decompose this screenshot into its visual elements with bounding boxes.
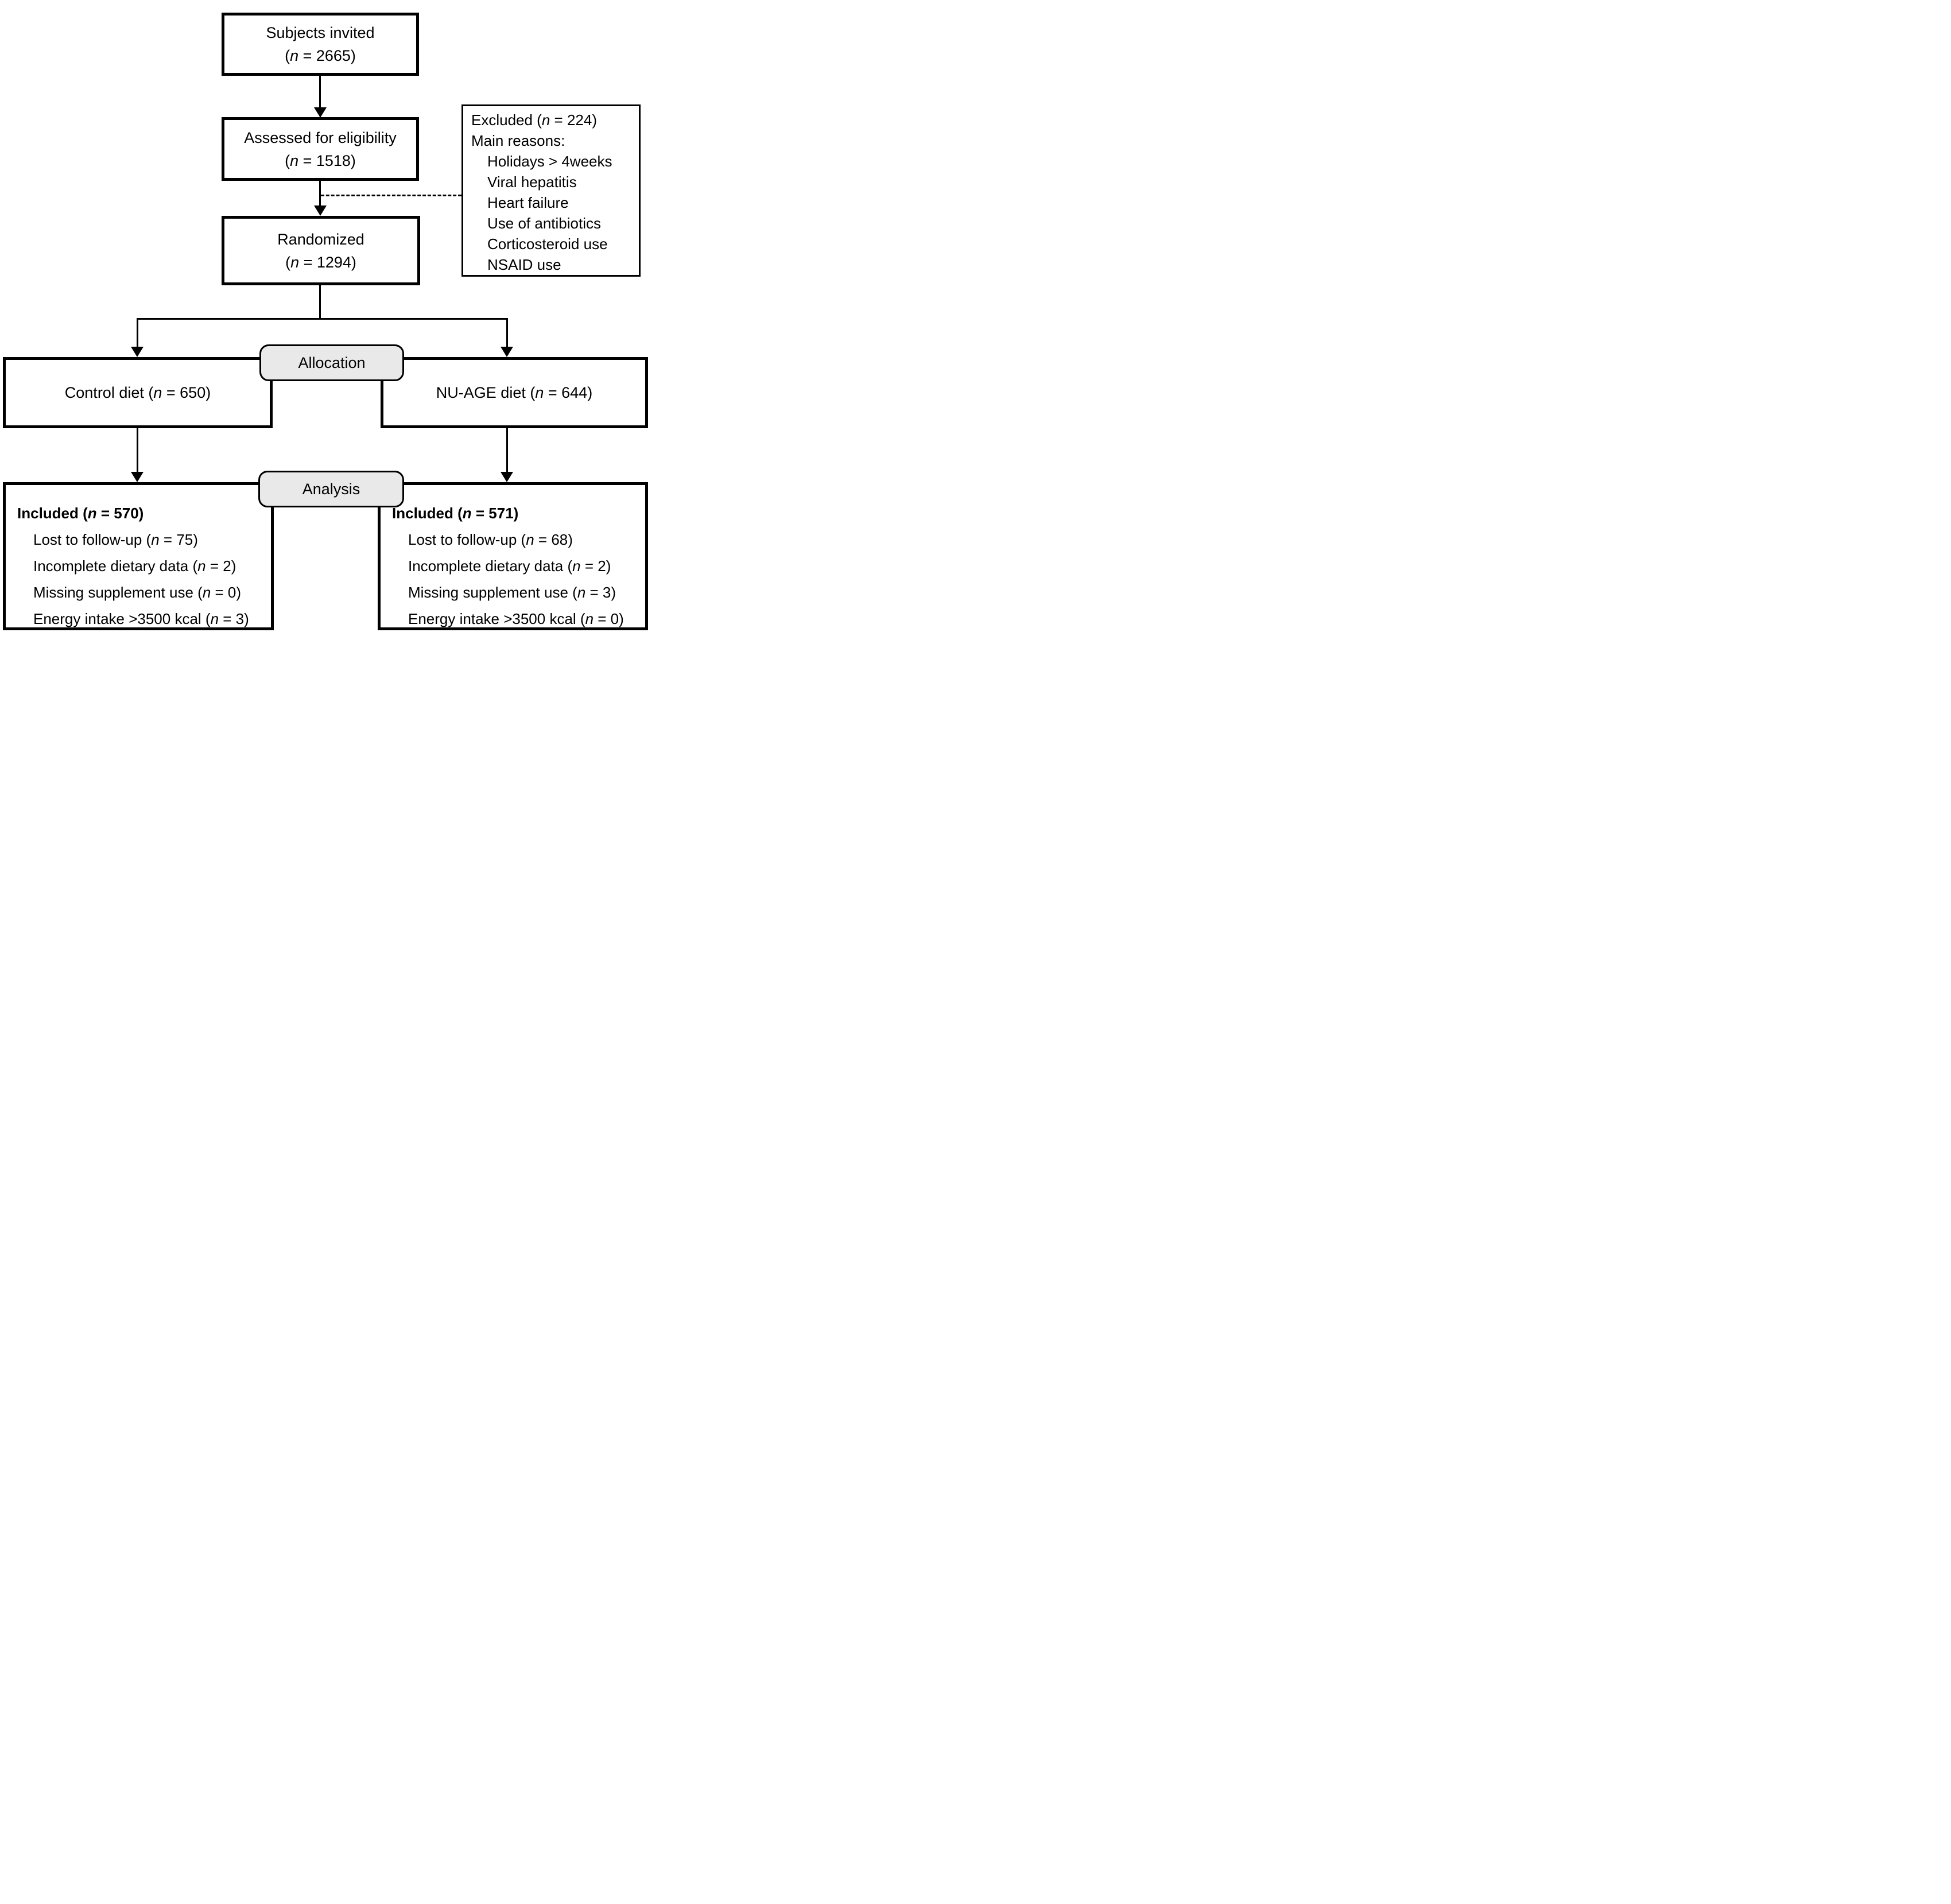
connector-nuage-analysis — [506, 428, 508, 473]
randomized-box: Randomized (n = 1294) — [222, 216, 420, 285]
assessed-title: Assessed for eligibility — [244, 129, 397, 146]
connector-subjects-assessed — [319, 76, 321, 108]
assessed-box: Assessed for eligibility (n = 1518) — [222, 117, 419, 181]
branch-left-drop — [137, 318, 138, 348]
connector-randomized-branch — [319, 285, 321, 320]
branch-right-drop — [506, 318, 508, 348]
excluded-subtitle: Main reasons: — [471, 132, 565, 149]
arrowhead-nuage — [501, 347, 513, 357]
analysis-nuage-item: Incomplete dietary data (n = 2) — [408, 557, 611, 575]
connector-assessed-randomized — [319, 181, 321, 207]
arrowhead-assessed — [314, 107, 327, 118]
randomized-count: (n = 1294) — [285, 253, 356, 271]
allocation-stage-text: Allocation — [298, 354, 366, 371]
arrowhead-analysis-left — [131, 472, 143, 482]
subjects-invited-count: (n = 2665) — [285, 47, 356, 64]
analysis-control-item: Incomplete dietary data (n = 2) — [33, 557, 236, 575]
analysis-control-box: Included (n = 570) Lost to follow-up (n … — [3, 482, 274, 630]
nuage-diet-label: NU-AGE diet (n = 644) — [436, 384, 593, 401]
excluded-reason: Use of antibiotics — [487, 215, 601, 232]
excluded-reason: Corticosteroid use — [487, 235, 608, 253]
analysis-stage-label: Analysis — [258, 471, 404, 507]
excluded-reason: Holidays > 4weeks — [487, 153, 612, 170]
excluded-reason: Viral hepatitis — [487, 173, 577, 191]
analysis-control-included: Included (n = 570) — [17, 505, 144, 522]
consort-flow-diagram: Subjects invited (n = 2665) Assessed for… — [0, 0, 650, 635]
analysis-nuage-item: Lost to follow-up (n = 68) — [408, 531, 573, 548]
analysis-stage-text: Analysis — [302, 480, 360, 498]
subjects-invited-title: Subjects invited — [266, 24, 375, 41]
connector-control-analysis — [137, 428, 138, 473]
allocation-stage-label: Allocation — [259, 344, 404, 381]
excluded-reason: Heart failure — [487, 194, 569, 211]
analysis-control-item: Missing supplement use (n = 0) — [33, 584, 242, 601]
analysis-nuage-box: Included (n = 571) Lost to follow-up (n … — [378, 482, 648, 630]
excluded-title: Excluded (n = 224) — [471, 111, 597, 129]
excluded-box: Excluded (n = 224) Main reasons: Holiday… — [461, 104, 641, 277]
subjects-invited-box: Subjects invited (n = 2665) — [222, 13, 419, 76]
analysis-nuage-included: Included (n = 571) — [392, 505, 519, 522]
nuage-diet-box: NU-AGE diet (n = 644) — [381, 357, 648, 428]
arrowhead-control — [131, 347, 143, 357]
excluded-reason: NSAID use — [487, 256, 561, 273]
assessed-count: (n = 1518) — [285, 152, 356, 169]
arrowhead-analysis-right — [501, 472, 513, 482]
randomized-title: Randomized — [277, 230, 364, 248]
control-diet-box: Control diet (n = 650) — [3, 357, 273, 428]
analysis-nuage-item: Energy intake >3500 kcal (n = 0) — [408, 610, 624, 627]
analysis-control-item: Lost to follow-up (n = 75) — [33, 531, 198, 548]
dashed-connector-excluded — [321, 195, 461, 196]
branch-horizontal-line — [137, 318, 508, 320]
analysis-control-item: Energy intake >3500 kcal (n = 3) — [33, 610, 249, 627]
arrowhead-randomized — [314, 205, 327, 216]
analysis-nuage-item: Missing supplement use (n = 3) — [408, 584, 616, 601]
control-diet-label: Control diet (n = 650) — [64, 384, 211, 401]
